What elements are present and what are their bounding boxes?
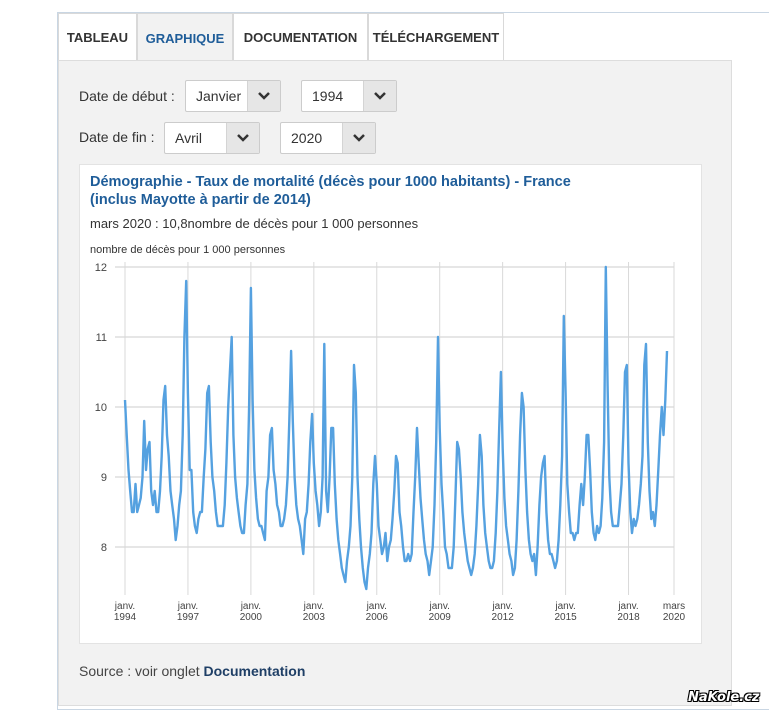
y-tick-label: 8 [101,542,107,554]
chevron-down-icon [342,123,375,153]
x-tick-label: janv. [554,601,575,612]
tab-telechargement[interactable]: TÉLÉCHARGEMENT [368,13,504,60]
source-note: Source : voir onglet Documentation [79,663,305,679]
end-month-select[interactable]: Avril [164,122,260,154]
source-prefix: Source : voir onglet [79,663,200,679]
start-month-select[interactable]: Janvier [185,80,281,112]
x-tick-label: 2006 [366,612,389,623]
y-tick-label: 10 [95,402,107,414]
content-frame [57,12,769,710]
x-tick-label: janv. [429,601,450,612]
tab-graphique[interactable]: GRAPHIQUE [137,13,233,62]
x-tick-label: 2015 [554,612,577,623]
tab-documentation[interactable]: DOCUMENTATION [233,13,368,60]
x-tick-label: janv. [114,601,135,612]
x-tick-label: 1997 [177,612,200,623]
end-year-value: 2020 [291,130,323,146]
x-tick-label: janv. [366,601,387,612]
x-tick-label: 2020 [663,612,686,623]
chevron-down-icon [226,123,259,153]
x-tick-label: janv. [240,601,261,612]
x-tick-label: 2003 [303,612,326,623]
chevron-down-icon [247,81,280,111]
documentation-link[interactable]: Documentation [203,663,306,679]
end-year-select[interactable]: 2020 [280,122,376,154]
end-month-value: Avril [175,130,202,146]
x-tick-label: janv. [491,601,512,612]
y-axis-label: nombre de décès pour 1 000 personnes [90,244,286,256]
tab-bar: TABLEAU GRAPHIQUE DOCUMENTATION TÉLÉCHAR… [58,13,504,62]
x-tick-label: 2009 [429,612,452,623]
x-tick-label: 2000 [240,612,263,623]
start-month-value: Janvier [196,88,242,104]
y-tick-label: 12 [95,262,107,274]
start-year-select[interactable]: 1994 [301,80,397,112]
x-tick-label: mars [663,601,685,612]
x-tick-label: 2018 [617,612,640,623]
x-tick-label: janv. [303,601,324,612]
tab-tableau[interactable]: TABLEAU [58,13,137,60]
chart-tooltip-text: mars 2020 : 10,8nombre de décès pour 1 0… [90,216,419,231]
end-date-label: Date de fin : [79,129,155,145]
chart-title: Démographie - Taux de mortalité (décès p… [90,174,571,208]
start-year-value: 1994 [312,88,344,104]
series-line [123,265,669,591]
x-tick-label: 2012 [492,612,515,623]
x-tick-label: 1994 [114,612,137,623]
y-tick-label: 11 [96,332,107,344]
start-date-label: Date de début : [79,88,175,104]
chevron-down-icon [363,81,396,111]
x-tick-label: janv. [177,601,198,612]
x-tick-label: janv. [617,601,638,612]
watermark: NaKole.cz [688,690,760,705]
y-tick-label: 9 [101,472,107,484]
